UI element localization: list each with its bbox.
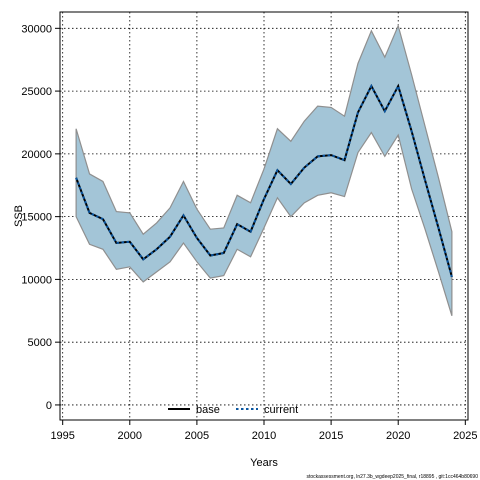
y-tick-label: 20000 xyxy=(21,149,52,161)
legend-label-base: base xyxy=(196,404,220,416)
y-tick-label: 25000 xyxy=(21,86,52,98)
y-tick-label: 5000 xyxy=(28,337,52,349)
x-axis-label: Years xyxy=(250,457,278,469)
x-tick-label: 1995 xyxy=(50,430,74,442)
x-tick-label: 2025 xyxy=(453,430,477,442)
legend-label-current: current xyxy=(264,404,298,416)
y-axis-label: SSB xyxy=(13,205,25,227)
x-tick-label: 2020 xyxy=(386,430,410,442)
x-tick-label: 2000 xyxy=(118,430,142,442)
footnote: stockassessment.org, ln27.3b_wgdeep2025_… xyxy=(306,474,478,480)
y-tick-label: 15000 xyxy=(21,212,52,224)
confidence-band xyxy=(75,23,453,316)
x-tick-label: 2005 xyxy=(185,430,209,442)
series-line-current xyxy=(75,83,453,278)
y-tick-label: 10000 xyxy=(21,274,52,286)
x-tick-label: 2010 xyxy=(252,430,276,442)
x-axis: 1995 2000 2005 2010 2015 2020 2025 xyxy=(50,420,478,442)
x-tick-label: 2015 xyxy=(319,430,343,442)
y-tick-label: 30000 xyxy=(21,23,52,35)
y-tick-label: 0 xyxy=(46,400,52,412)
legend: base current xyxy=(168,404,298,416)
y-axis: 0 5000 10000 15000 20000 25000 30000 xyxy=(21,23,60,412)
